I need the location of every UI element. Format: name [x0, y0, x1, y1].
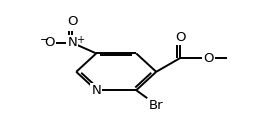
- Text: Br: Br: [149, 99, 164, 112]
- Text: O: O: [175, 31, 186, 44]
- Text: N: N: [91, 84, 101, 97]
- Text: O: O: [67, 15, 77, 28]
- Text: O: O: [44, 36, 54, 49]
- Text: O: O: [203, 51, 213, 64]
- Text: −: −: [40, 35, 49, 45]
- Text: N: N: [67, 36, 77, 49]
- Text: +: +: [77, 35, 85, 45]
